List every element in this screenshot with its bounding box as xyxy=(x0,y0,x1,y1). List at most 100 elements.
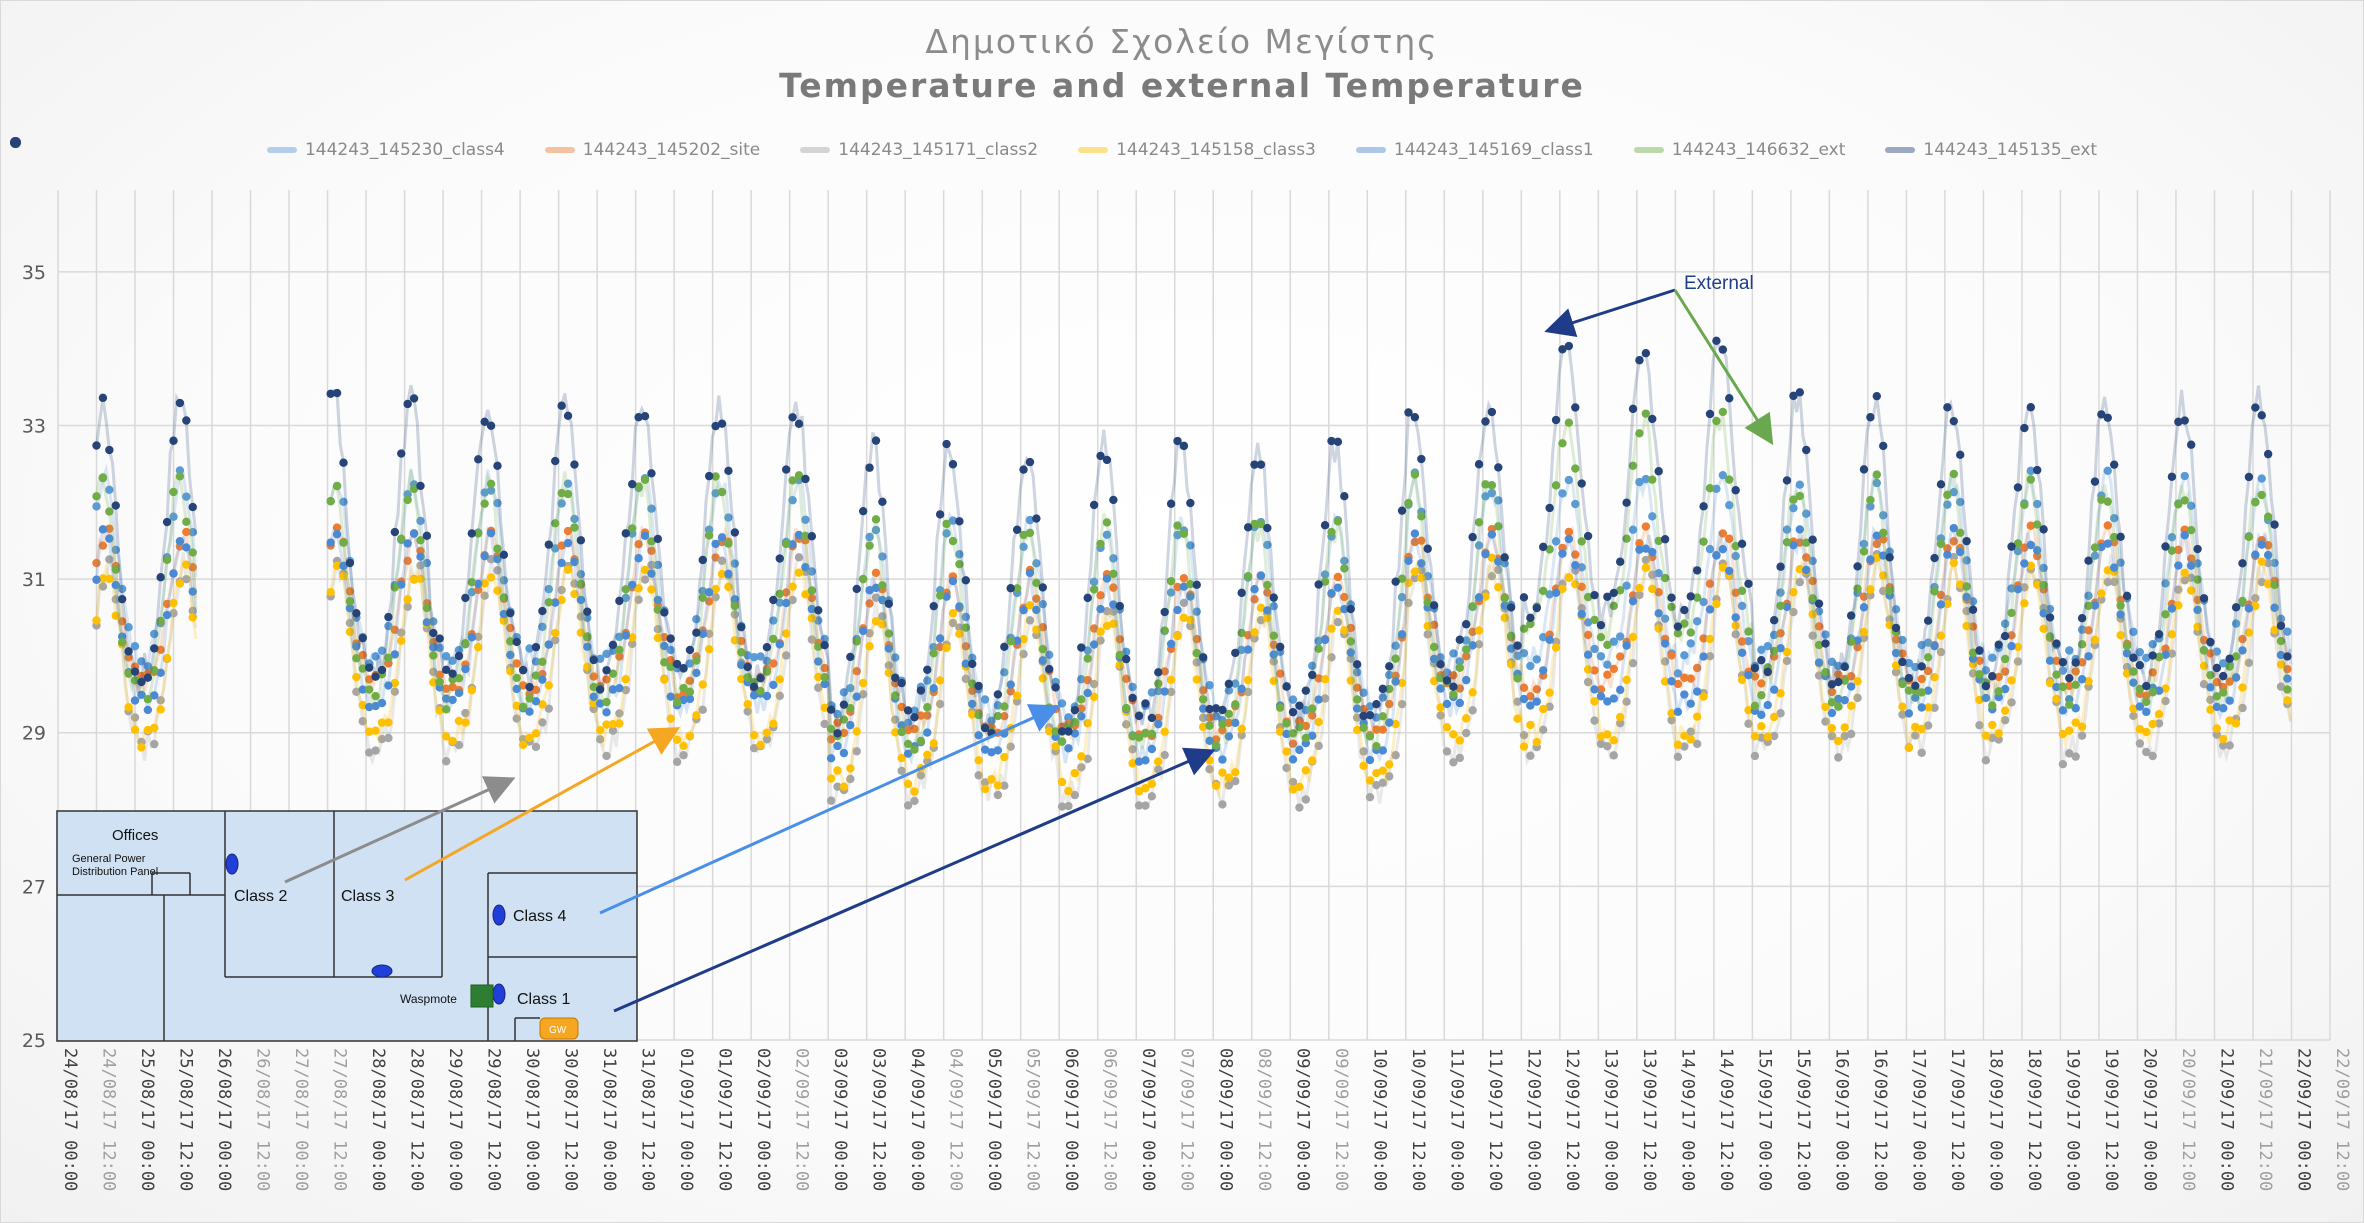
data-point xyxy=(1365,732,1375,741)
data-point xyxy=(461,664,470,674)
data-point xyxy=(397,636,406,646)
data-point xyxy=(1532,655,1541,664)
data-point xyxy=(1115,635,1124,644)
data-point xyxy=(1070,705,1080,715)
data-point xyxy=(1308,731,1317,740)
data-point xyxy=(2186,561,2196,570)
floorplan-panel-label: Distribution Panel xyxy=(72,866,158,878)
sensor-icon xyxy=(492,983,506,1005)
data-point xyxy=(1442,676,1452,685)
data-point xyxy=(1275,669,1285,678)
data-point xyxy=(2257,411,2266,420)
data-point xyxy=(339,458,348,467)
data-point xyxy=(1872,478,1882,488)
data-point xyxy=(474,455,483,464)
data-point xyxy=(2103,466,2112,476)
data-point xyxy=(993,790,1003,800)
data-point xyxy=(1988,701,1997,710)
data-point xyxy=(2090,477,2100,486)
data-point xyxy=(390,687,400,696)
data-point xyxy=(2283,627,2292,636)
data-point xyxy=(1686,628,1695,637)
data-point xyxy=(698,593,707,602)
data-point xyxy=(169,569,178,578)
data-point xyxy=(377,646,387,655)
data-point xyxy=(1198,686,1208,695)
data-point xyxy=(1154,757,1163,766)
data-point xyxy=(358,633,367,643)
data-point xyxy=(2225,696,2234,705)
data-point xyxy=(1275,727,1285,736)
data-point xyxy=(339,538,348,547)
x-tick-label: 05/09/17 12:00 xyxy=(1023,1048,1043,1191)
data-point xyxy=(397,534,406,543)
data-point xyxy=(1397,574,1407,583)
data-point xyxy=(162,517,172,527)
data-point xyxy=(974,681,983,691)
data-point xyxy=(987,716,996,726)
data-point xyxy=(1949,558,1958,568)
data-point xyxy=(512,701,521,711)
data-point xyxy=(608,646,618,655)
data-point xyxy=(1846,637,1856,646)
data-point xyxy=(1757,679,1766,688)
data-point xyxy=(1776,709,1785,718)
data-point xyxy=(788,582,797,591)
data-point xyxy=(1609,588,1618,598)
data-point xyxy=(1680,619,1689,628)
data-point xyxy=(1558,439,1567,448)
data-point xyxy=(1558,489,1567,498)
data-point xyxy=(608,669,618,678)
data-point xyxy=(2077,675,2087,684)
x-tick-label: 30/08/17 00:00 xyxy=(522,1048,542,1191)
data-point xyxy=(743,700,752,709)
data-point xyxy=(1846,682,1856,691)
data-point xyxy=(1692,712,1702,721)
data-point xyxy=(117,594,127,604)
data-point xyxy=(1641,474,1651,484)
data-point xyxy=(1141,699,1150,708)
x-tick-label: 10/09/17 00:00 xyxy=(1369,1048,1389,1191)
data-point xyxy=(2251,403,2260,412)
data-point xyxy=(1526,661,1535,671)
data-point xyxy=(364,685,374,694)
data-point xyxy=(948,460,958,469)
data-point xyxy=(1532,685,1541,694)
data-point xyxy=(1744,705,1753,715)
data-point xyxy=(672,757,682,767)
data-point xyxy=(1250,628,1259,637)
data-point xyxy=(839,728,849,738)
data-point xyxy=(474,642,483,652)
data-point xyxy=(1994,729,2003,738)
data-point xyxy=(531,642,541,652)
data-point xyxy=(1673,669,1683,678)
data-point xyxy=(615,652,624,661)
data-point xyxy=(1449,671,1458,680)
data-point xyxy=(595,654,605,664)
data-point xyxy=(1243,630,1253,640)
data-point xyxy=(403,595,412,604)
data-point xyxy=(1250,634,1259,643)
data-point xyxy=(1769,685,1779,694)
data-point xyxy=(538,700,547,709)
data-point xyxy=(1109,607,1118,616)
data-point xyxy=(1320,577,1330,586)
data-point xyxy=(1474,626,1484,635)
data-point xyxy=(1615,718,1625,728)
data-point xyxy=(2199,646,2209,655)
y-tick-label: 25 xyxy=(22,1030,46,1052)
data-point xyxy=(538,718,547,727)
floorplan-room-label: Class 1 xyxy=(517,991,570,1008)
data-point xyxy=(98,393,108,403)
data-point xyxy=(2142,697,2151,707)
data-point xyxy=(891,691,900,700)
data-point xyxy=(852,747,861,756)
data-point xyxy=(143,725,153,735)
data-point xyxy=(833,766,842,775)
data-point xyxy=(1205,721,1214,730)
data-point xyxy=(1404,498,1413,508)
data-point xyxy=(1243,675,1253,685)
data-point xyxy=(1083,654,1092,663)
data-point xyxy=(878,612,887,621)
data-point xyxy=(1487,488,1497,498)
